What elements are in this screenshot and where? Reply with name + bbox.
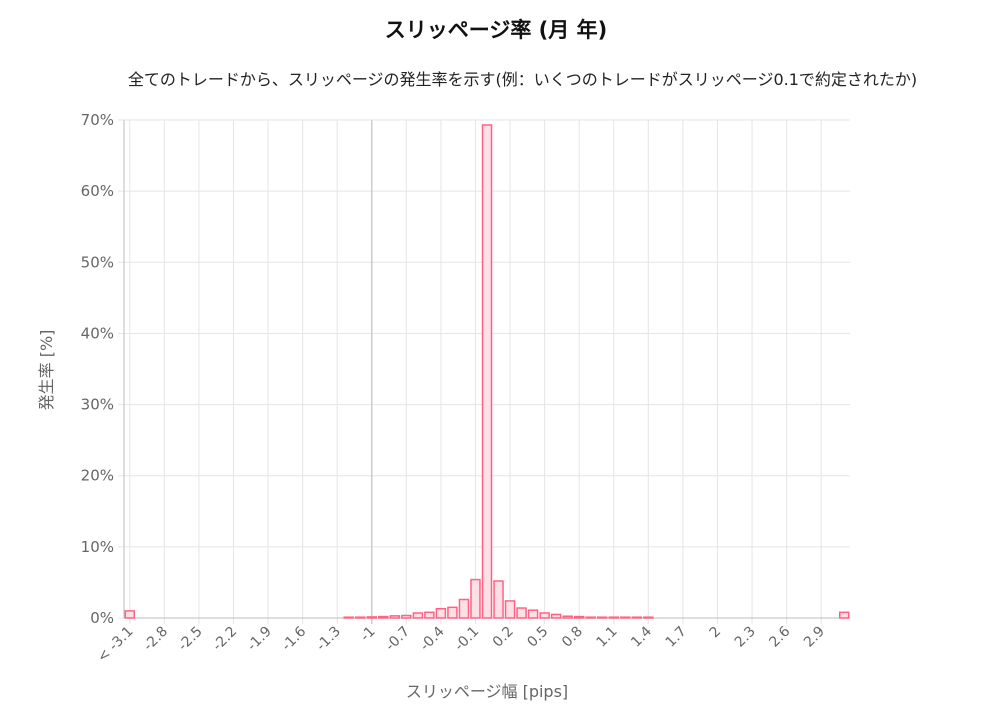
x-tick-label: 2.9 (801, 624, 828, 651)
bar (435, 608, 447, 619)
bar (643, 616, 654, 619)
x-tick-label: -0.7 (383, 624, 414, 655)
x-tick-label: -1.3 (313, 624, 344, 655)
chart-subtitle: 全てのトレードから、スリッページの発生率を示す(例：いくつのトレードがスリッペー… (127, 70, 918, 89)
y-tick-label: 60% (81, 182, 114, 200)
bar (493, 580, 504, 619)
x-tick-label: -0.1 (452, 624, 483, 655)
x-tick-label: 1.1 (594, 624, 621, 651)
bar (389, 615, 401, 619)
bar (838, 611, 850, 619)
bar (596, 616, 608, 619)
x-tick-label: -2.8 (141, 624, 172, 655)
bar (527, 609, 539, 619)
bar (458, 598, 470, 619)
bar (343, 616, 354, 619)
chart-title: スリッページ率 (月 年) (384, 18, 608, 42)
bar (620, 616, 631, 619)
bar (516, 607, 527, 619)
y-tick-label: 50% (81, 253, 114, 271)
bar (631, 616, 643, 619)
x-tick-label: -0.4 (417, 623, 448, 654)
bar (562, 615, 573, 619)
x-tick-label: -2.2 (210, 624, 241, 655)
x-tick-label: -1 (357, 624, 378, 645)
bar (504, 600, 516, 619)
x-axis-ticks: < -3.1 -2.8 -2.5 -2.2 -1.9 -1.6 -1.3 -1 -0.7 -0.4… (95, 623, 829, 665)
bar (481, 124, 493, 619)
x-axis-title: スリッページ幅 [pips] (406, 682, 568, 701)
bar (470, 578, 481, 619)
bar (124, 610, 136, 619)
x-tick-label: 0.5 (524, 624, 551, 651)
bar (354, 616, 366, 619)
x-tick-label: 0.8 (559, 624, 586, 651)
bar-series (124, 124, 850, 619)
x-tick-label: -1.9 (244, 624, 275, 655)
y-tick-label: 20% (81, 467, 114, 485)
x-tick-label: 2.6 (766, 623, 793, 650)
bar (424, 611, 435, 619)
bar (585, 616, 596, 619)
bar (539, 612, 550, 619)
y-tick-label: 30% (81, 396, 114, 414)
y-tick-label: 40% (81, 324, 114, 342)
bar (412, 612, 424, 619)
x-tick-label: 2.3 (732, 624, 759, 651)
x-tick-label: 2 (707, 624, 725, 642)
bar (366, 616, 378, 619)
y-axis-ticks: 0% 10% 20% 30% 40% 50% 60% 70% (81, 111, 114, 627)
x-tick-label: -1.6 (279, 623, 310, 654)
x-tick-label: -2.5 (175, 624, 206, 655)
x-tick-label: 0.2 (490, 624, 517, 651)
bar (447, 606, 458, 619)
x-tick-label: < -3.1 (95, 624, 137, 666)
y-axis-title: 発生率 [%] (37, 330, 56, 411)
y-tick-label: 0% (90, 609, 114, 627)
bar (550, 613, 562, 619)
bar (378, 615, 389, 619)
y-tick-label: 70% (81, 111, 114, 129)
bar (573, 615, 585, 619)
x-tick-label: 1.7 (663, 624, 690, 651)
bar (401, 614, 412, 619)
bar (608, 616, 620, 619)
y-tick-label: 10% (81, 538, 114, 556)
x-tick-label: 1.4 (628, 623, 655, 650)
